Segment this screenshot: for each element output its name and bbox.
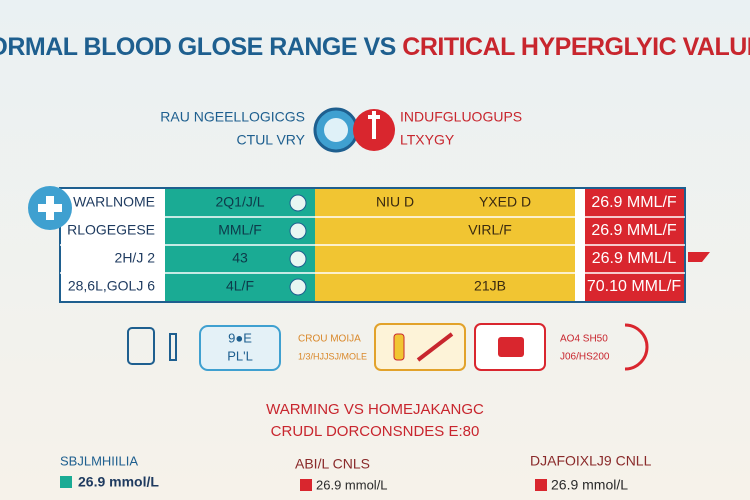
normal-icon-inner [324,118,348,142]
normal-value: MML/F [218,222,262,238]
blue-box-line-2: PL'L [227,348,253,363]
table-icon-plus [38,196,62,220]
critical-value: 26.9 MML/F [591,222,677,239]
footer-label: DJAFOIXLJ9 CNLL [530,453,652,469]
row-icon [289,222,307,240]
normal-value: 43 [232,250,248,266]
yellow-box [374,323,466,371]
orange-line-2: 1/3/HJJSJ/MOLE [298,351,367,361]
mid-note: VIRL/F [468,222,512,238]
legend-normal-2: CTUL VRY [237,132,306,148]
meter-icon [127,327,155,365]
arrow-tab [688,252,710,262]
normal-value: 2Q1/J/L [215,194,264,210]
footer-value: 26.9 mmol/L [551,477,628,493]
title: NORMAL BLOOD GLOSE RANGE VS CRITICAL HYP… [0,33,750,61]
footer-value: 26.9 mmol/L [78,474,159,490]
legend-normal-1: RAU NGEELLOGICGS [160,109,305,125]
blue-box-line-1: 9●E [228,330,252,345]
row-icon [289,278,307,296]
row-label: WARLNOME [73,194,155,210]
footer-label: SBJLMHIILIA [60,453,138,468]
row-icon [289,250,307,268]
orange-line-1: CROU MOIJA [298,334,361,345]
vial-icon [393,333,405,361]
critical-value: 26.9 MML/L [592,250,677,267]
blue-box [199,325,281,371]
critical-plus [368,111,380,139]
red-arc [624,323,649,371]
pen-icon [169,333,177,361]
red-box-icon [498,337,524,357]
table-rows: WARLNOME 2Q1/J/L NIU D YXED D 26.9 MML/F RLOG… [60,194,685,296]
footer-swatch [535,479,547,491]
footer-swatch [60,476,72,488]
footer-swatch [300,479,312,491]
mid-note: 21JB [474,278,506,294]
red-line-2: J06/HS200 [560,352,610,363]
footer-value: 26.9 mmol/L [316,477,388,492]
legend-critical-1: INDUFGLUOGUPS [400,109,522,125]
row-label: RLOGEGESE [67,222,155,238]
row-icon [289,194,307,212]
row-label: 28,6L,GOLJ 6 [68,278,155,294]
title-right: CRITICAL HYPERGLYIC VALUES [402,33,750,61]
normal-value: 4L/F [226,278,254,294]
warning-line-2: CRUDL DORCONSNDES E:80 [271,423,480,440]
footer-label: ABI/L CNLS [295,456,370,472]
warning-line-1: WARMING VS HOMEJAKANGC [266,401,484,418]
title-left: NORMAL BLOOD GLOSE RANGE VS [0,33,396,61]
critical-value: 26.9 MML/F [591,194,677,211]
syringe-icon [416,332,454,362]
mid-note: YXED D [479,194,531,210]
legend-critical-2: LTXYGY [400,132,455,148]
critical-value: 70.10 MML/F [587,278,681,295]
row-label: 2H/J 2 [115,250,156,266]
red-line-1: AO4 SH50 [560,334,608,345]
mid-note: NIU D [376,194,414,210]
